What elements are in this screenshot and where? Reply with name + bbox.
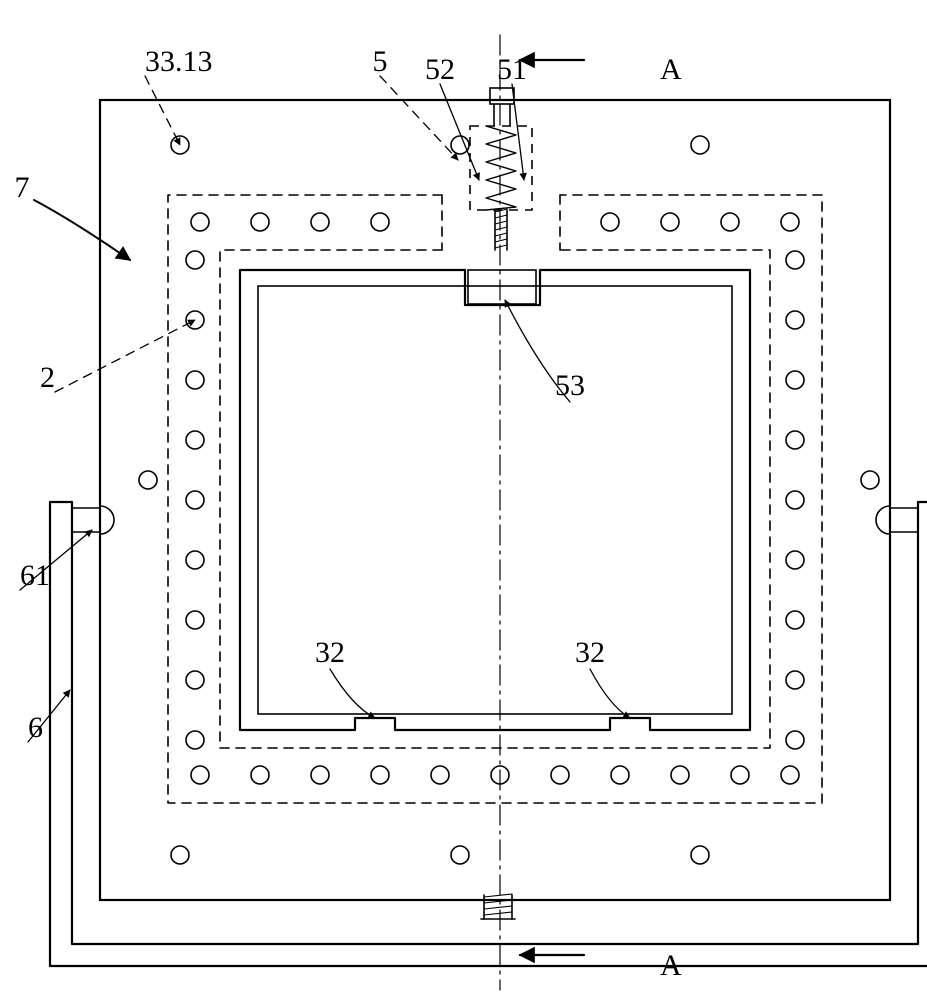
bottom-knob: [481, 894, 515, 919]
label-51: 51: [497, 53, 527, 86]
label-33-13: 33.13: [145, 45, 213, 78]
label-32: 32: [575, 636, 605, 669]
label-32: 32: [315, 636, 345, 669]
label-52: 52: [425, 53, 455, 86]
label-A-top: A: [660, 53, 682, 86]
label-A-bot: A: [660, 949, 682, 982]
svg-text:7: 7: [15, 171, 30, 204]
spring-assembly: [468, 88, 536, 304]
label-5: 5: [373, 45, 388, 78]
labels: 33.135525172536163232AA: [15, 45, 683, 982]
label-2: 2: [40, 361, 55, 394]
label-53: 53: [555, 369, 585, 402]
